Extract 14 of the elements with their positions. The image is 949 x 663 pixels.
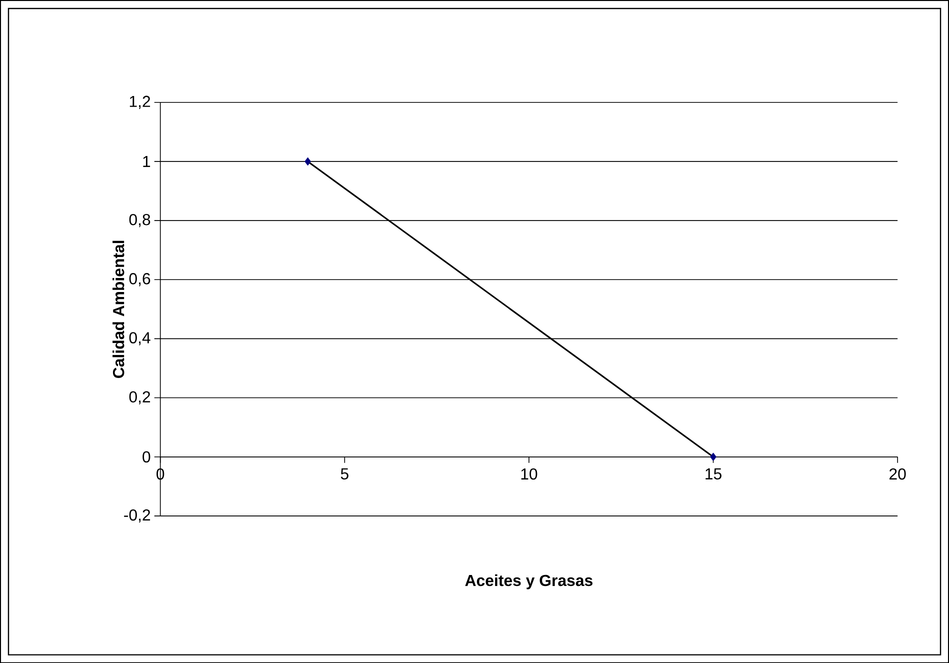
y-tick-label: 0,2 <box>129 391 150 404</box>
y-tick-label: -0,2 <box>124 509 150 522</box>
x-tick-label: 15 <box>706 468 722 480</box>
x-tick-label: 10 <box>521 468 538 480</box>
x-tick-label: 20 <box>890 468 906 480</box>
y-tick-label: 0,4 <box>129 332 150 346</box>
x-tick-label: 5 <box>340 468 348 480</box>
y-tick-label: 0,6 <box>129 272 150 286</box>
x-axis-title: Aceites y Grasas <box>465 574 592 590</box>
y-tick-label: 1,2 <box>130 96 150 109</box>
y-axis-title: Calidad Ambiental <box>112 240 124 378</box>
y-tick-label: 0,8 <box>129 214 150 227</box>
y-tick-label: 1 <box>143 156 150 167</box>
y-tick-label: 0 <box>142 451 150 462</box>
